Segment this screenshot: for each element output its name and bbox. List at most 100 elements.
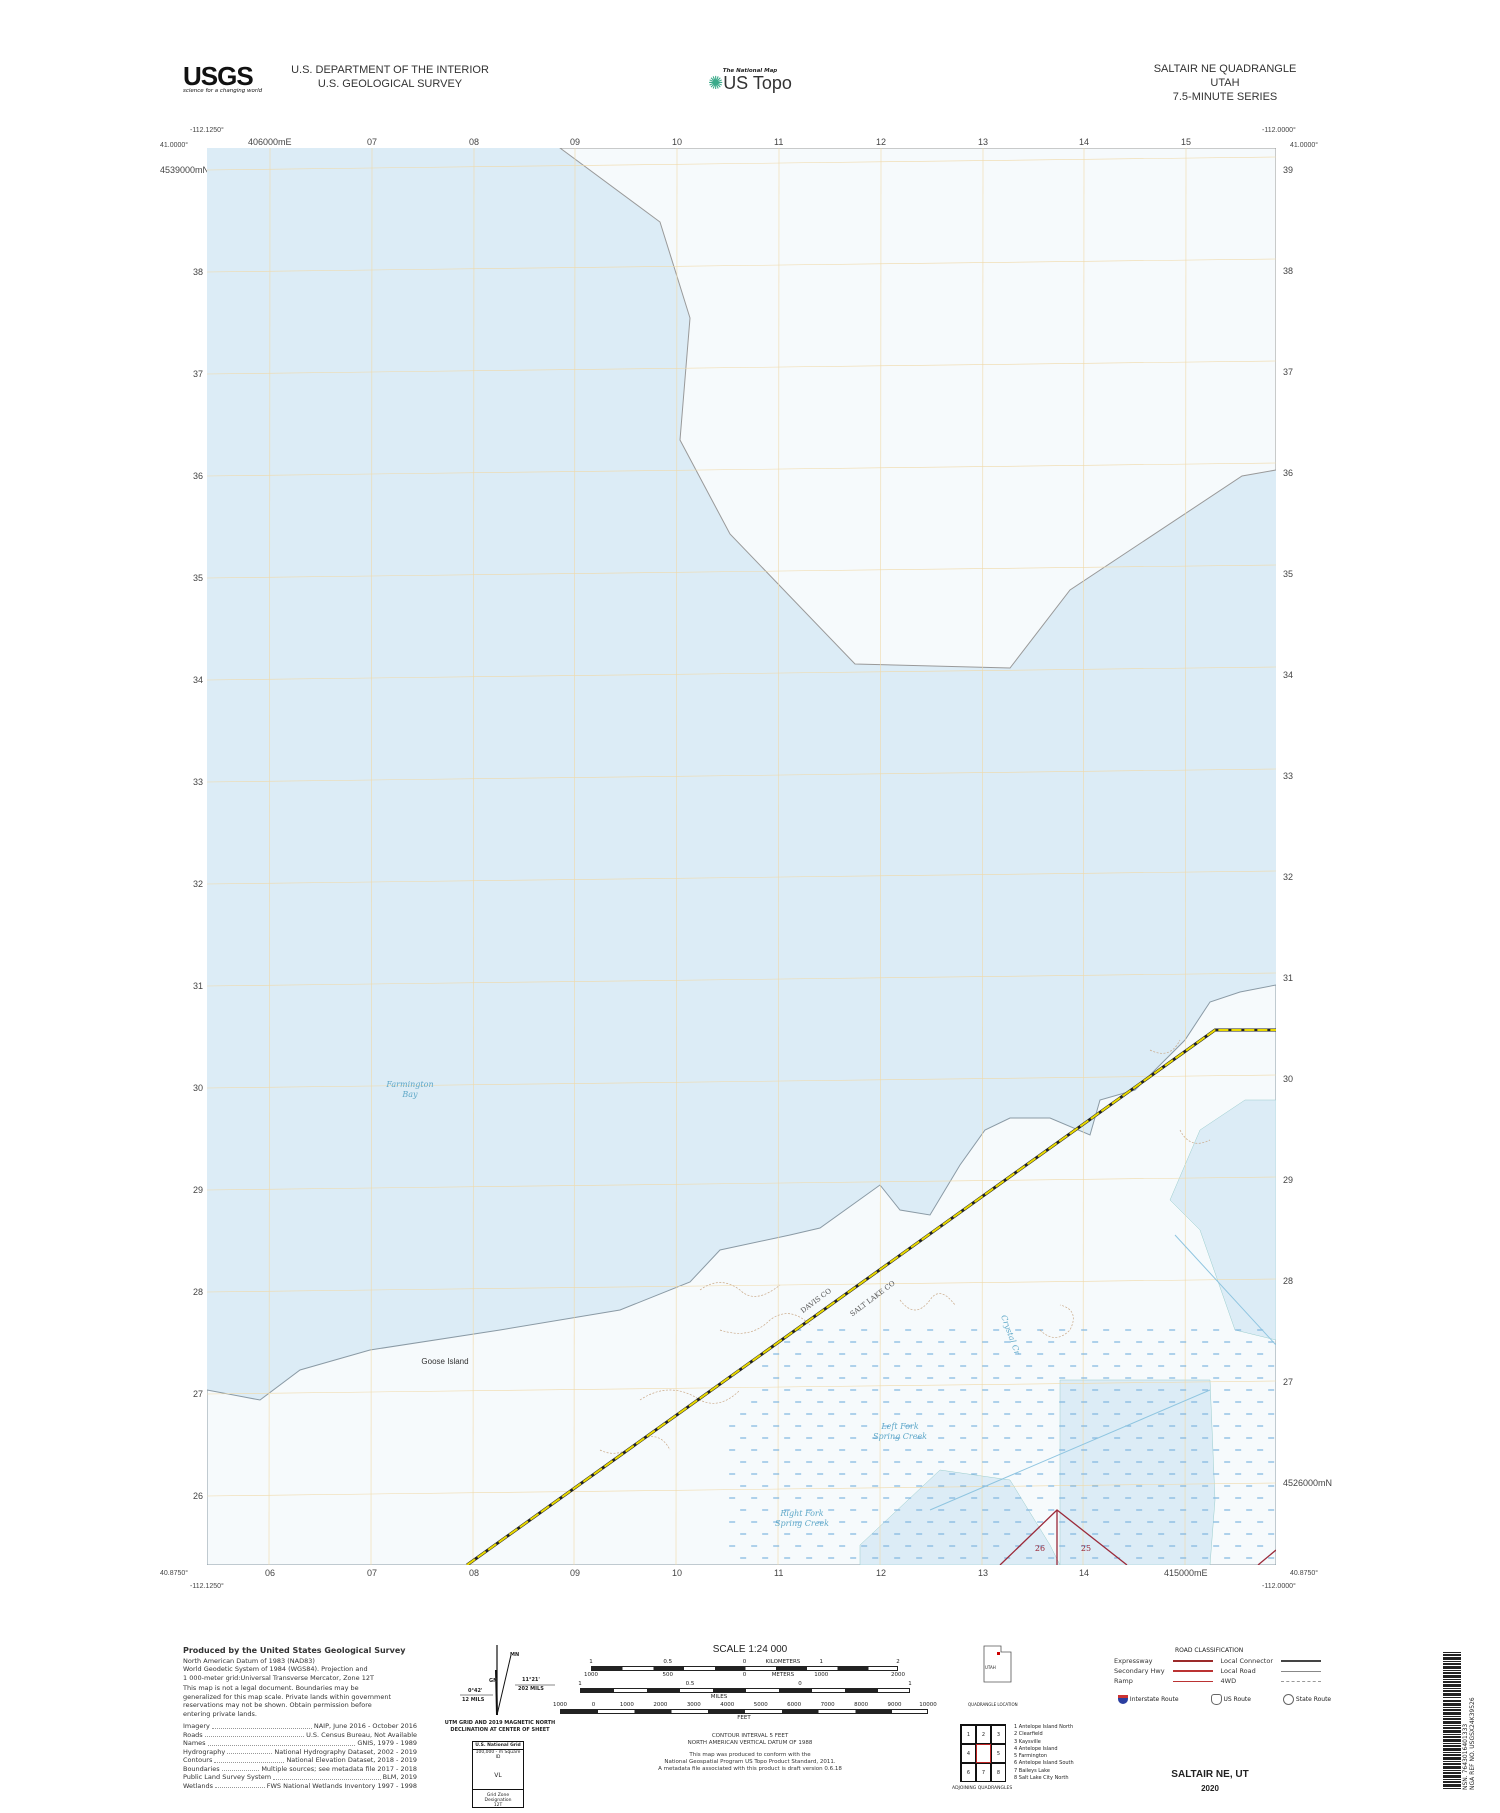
corner-lon: -112.1250° [190, 127, 224, 134]
credit-row: Imagery NAIP, June 2016 - October 2016 [183, 1722, 417, 1731]
credit-key: Roads [183, 1730, 203, 1739]
usgs-tagline: science for a changing world [183, 88, 263, 94]
conform-note: A metadata file associated with this pro… [658, 1766, 842, 1772]
adjoining-cell: 5 [991, 1744, 1006, 1763]
adjoining-caption: ADJOINING QUADRANGLES [952, 1786, 1013, 1791]
barcode-bar [1443, 1761, 1461, 1763]
barcode-bar [1443, 1699, 1461, 1702]
scale-tick: 6000 [787, 1702, 802, 1708]
disclaimer-line: generalized for this map scale. Private … [183, 1692, 392, 1701]
legend-local-connector: Local Connector [1220, 1657, 1273, 1665]
corner-lon: -112.0000° [1262, 1583, 1296, 1590]
disclaimer-line: entering private lands. [183, 1709, 257, 1718]
barcode-bar [1443, 1781, 1461, 1784]
scale-tick: 2000 [891, 1672, 905, 1678]
usng-zone-label: Grid Zone Designation [473, 1789, 523, 1803]
barcode-bar [1443, 1733, 1461, 1735]
scale-tick: 2000 [653, 1702, 668, 1708]
adjoining-name: 1 Antelope Island North [1014, 1724, 1074, 1730]
barcode-bar [1443, 1690, 1461, 1693]
adjoining-cell: 3 [991, 1725, 1006, 1744]
barcode-bar [1443, 1757, 1461, 1761]
credit-value: BLM, 2019 [382, 1773, 417, 1781]
grid-line [1082, 148, 1085, 1565]
section-number: 26 [1034, 1544, 1046, 1553]
interstate-shield-icon [1118, 1695, 1128, 1704]
credit-value: National Hydrography Dataset, 2002 - 201… [274, 1747, 417, 1756]
road-class-title: ROAD CLASSIFICATION [1175, 1647, 1244, 1654]
disclaimer-line: This map is not a legal document. Bounda… [183, 1684, 359, 1692]
barcode-bar [1443, 1748, 1461, 1751]
adjoining-cell: 1 [961, 1725, 976, 1744]
utm-grid [207, 148, 1276, 1565]
barcode-bar [1443, 1688, 1461, 1690]
northing-label: 30 [193, 1083, 204, 1093]
northing-label: 36 [193, 471, 204, 481]
globe-icon: ✺ [708, 73, 724, 93]
adjoining-cell: 8 [991, 1763, 1006, 1782]
grid-line [675, 148, 678, 1565]
easting-label: 11 [774, 137, 784, 147]
mag-angle: 11°21' [522, 1677, 540, 1683]
northing-label: 37 [1283, 367, 1294, 377]
corner-lon: -112.1250° [190, 1583, 224, 1590]
datum-line: World Geodetic System of 1984 (WGS84). P… [183, 1665, 368, 1673]
scale-tick: 8000 [854, 1702, 869, 1708]
scale-tick: 0.5 [663, 1659, 673, 1665]
northing-label: 27 [193, 1389, 204, 1399]
barcode-bar [1443, 1654, 1461, 1657]
northing-label: 33 [1283, 771, 1294, 781]
southeast-shore-land [207, 984, 1276, 1565]
legend-local-road: Local Road [1220, 1667, 1256, 1675]
credit-value: GNIS, 1979 - 1989 [357, 1739, 417, 1747]
section-line [1257, 1549, 1276, 1565]
northing-label: 28 [193, 1287, 204, 1297]
label-left-fork: Left Fork [881, 1422, 919, 1431]
legend-us-route: US Route [1223, 1696, 1251, 1703]
credit-value: Multiple sources; see metadata file 2017… [261, 1764, 417, 1773]
agency-line1: U.S. DEPARTMENT OF THE INTERIOR [291, 64, 489, 76]
grid-line [573, 148, 576, 1565]
easting-label: 10 [672, 1568, 683, 1578]
contour-interval: CONTOUR INTERVAL 5 FEET [711, 1733, 789, 1739]
northing-label: 33 [193, 777, 204, 787]
credit-row: Boundaries Multiple sources; see metadata… [183, 1765, 417, 1774]
marsh-symbols [729, 1329, 1275, 1559]
grid-line [268, 148, 271, 1565]
scale-tick: 7000 [820, 1702, 835, 1708]
mn-label: MN [510, 1652, 520, 1658]
easting-label: 13 [978, 1568, 989, 1578]
usng-title: U.S. National Grid [473, 1742, 523, 1750]
location-caption: QUADRANGLE LOCATION [968, 1702, 1018, 1707]
barcode-bar [1443, 1708, 1461, 1711]
grid-line [207, 870, 1276, 885]
barcode-bar [1443, 1742, 1461, 1744]
corner-lat: 41.0000° [160, 142, 189, 149]
northing-label: 31 [193, 981, 204, 991]
barcode-bar [1443, 1726, 1461, 1729]
grid-line [1184, 148, 1187, 1565]
grid-line [207, 1278, 1276, 1293]
easting-label: 415000mE [1164, 1568, 1208, 1578]
barcode-bar [1443, 1661, 1461, 1663]
grid-line [472, 148, 475, 1565]
scale-tick: 3000 [686, 1702, 701, 1708]
scale-tick: 0 [742, 1672, 747, 1678]
us-route-shield-icon [1210, 1694, 1222, 1705]
barcode-bar [1443, 1784, 1461, 1788]
credit-value: National Elevation Dataset, 2018 - 2019 [286, 1756, 417, 1764]
adjoining-name: 7 Baileys Lake [1014, 1767, 1050, 1774]
credit-value: U.S. Census Bureau, Not Available [306, 1730, 417, 1739]
declination-caption: DECLINATION AT CENTER OF SHEET [450, 1727, 550, 1733]
northing-label: 39 [1283, 165, 1294, 175]
adjoining-cell [976, 1744, 991, 1763]
northing-label: 35 [193, 573, 204, 583]
utah-outline [983, 1645, 1012, 1683]
nsn-number: NSN. 7643016401333 [1462, 1723, 1469, 1790]
us-topo-label: US Topo [723, 73, 792, 93]
production-notes: Produced by the United States Geological… [183, 1646, 423, 1790]
topo-map[interactable] [207, 148, 1276, 1565]
adjoining-name: 6 Antelope Island South [1014, 1760, 1074, 1767]
scale-bar [580, 1688, 910, 1693]
scale-tick: 0 [742, 1659, 747, 1665]
